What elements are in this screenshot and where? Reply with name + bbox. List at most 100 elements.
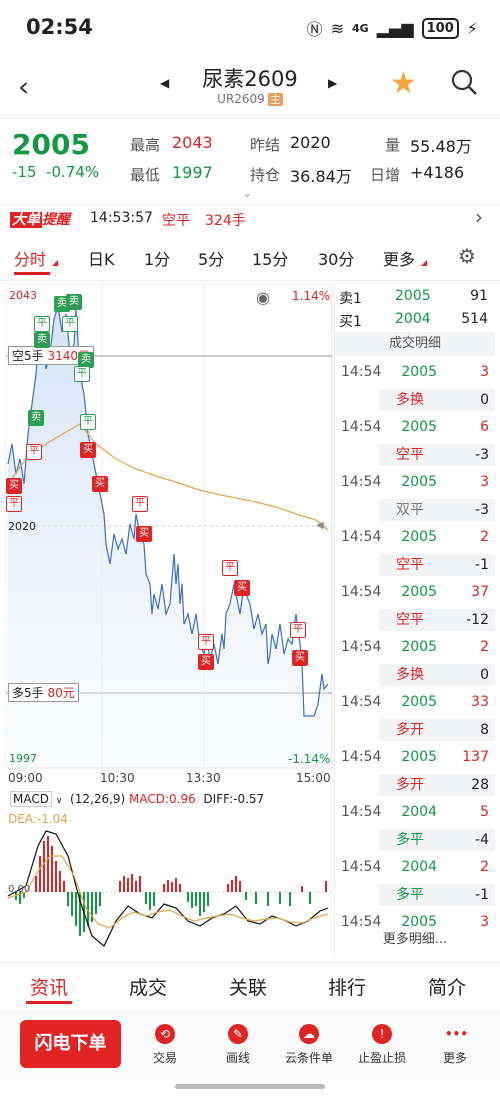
signal-buy[interactable]: 买 <box>136 526 152 542</box>
signal-flat[interactable]: 平 <box>290 622 306 638</box>
trade-row: 14:54 2005 37 空平 -12 <box>335 578 495 633</box>
tab-daily-k[interactable]: 日K <box>88 250 115 269</box>
bottom-tabs: 资讯 成交 关联 排行 简介 <box>0 962 500 1010</box>
trade-row: 14:54 2005 3 多换 0 <box>335 358 495 413</box>
tab-related[interactable]: 关联 <box>229 977 268 999</box>
settings-gear-icon[interactable]: ⚙ <box>458 244 476 268</box>
macd-dropdown-icon[interactable]: ∨ <box>55 796 63 806</box>
back-icon[interactable]: ‹ <box>18 70 30 103</box>
status-icons: Ⓝ ≋ 4G ▂▄▆ 100 ⚡ <box>307 16 478 40</box>
trade-row: 14:54 2004 5 多平 -4 <box>335 798 495 853</box>
ask-volume: 91 <box>470 288 488 304</box>
signal-sell[interactable]: 卖 <box>28 410 44 426</box>
tab-more[interactable]: 更多 <box>383 250 416 269</box>
stop-loss-action[interactable]: ! 止盈止损 <box>347 1024 417 1066</box>
trade-delta: -1 <box>475 887 489 903</box>
flash-order-button[interactable]: 闪电下单 <box>20 1020 121 1068</box>
collapse-arrow-icon[interactable]: ◀ <box>316 520 324 531</box>
tab-30min[interactable]: 30分 <box>318 250 355 269</box>
signal-flat[interactable]: 平 <box>132 496 148 512</box>
trade-volume: 33 <box>471 694 489 710</box>
stop-loss-label: 止盈止损 <box>357 1051 406 1065</box>
trade-action-label: 交易 <box>152 1051 177 1065</box>
trade-volume: 3 <box>480 474 489 490</box>
macd-panel[interactable]: MACD ∨ (12,26,9) MACD:0.96 DIFF:-0.57 DE… <box>6 790 334 960</box>
search-icon[interactable] <box>450 68 477 95</box>
signal-buy[interactable]: 买 <box>234 580 250 596</box>
bid-label: 买1 <box>339 314 362 330</box>
signal-flat[interactable]: 平 <box>80 414 96 430</box>
signal-flat[interactable]: 平 <box>34 316 50 332</box>
contract-name: 尿素2609 <box>202 67 298 91</box>
ask-label: 卖1 <box>339 291 362 307</box>
trade-kind: 空平 <box>396 612 424 628</box>
trade-time: 14:54 <box>341 584 382 600</box>
eye-icon[interactable]: ◉ <box>256 288 270 307</box>
alert-tag-big: 大单 <box>10 212 42 228</box>
trade-delta: -1 <box>475 557 489 573</box>
big-order-alert[interactable]: 大单 提醒 14:53:57 空平 324手 › <box>0 204 500 232</box>
tab-timeshare[interactable]: 分时 <box>14 250 47 269</box>
trade-price: 2005 <box>401 749 437 765</box>
trade-volume: 2 <box>480 639 489 655</box>
trade-price: 2005 <box>401 419 437 435</box>
trades-header[interactable]: 成交明细 <box>335 332 495 356</box>
trades-list[interactable]: 14:54 2005 3 多换 0 14:54 2005 6 空平 -3 14:54 2005 3 双平 -… <box>335 358 495 926</box>
tab-15min[interactable]: 15分 <box>252 250 289 269</box>
favorite-star-icon[interactable]: ★ <box>390 66 417 101</box>
trade-kind-bg <box>379 499 495 521</box>
signal-sell[interactable]: 卖 <box>66 294 82 310</box>
macd-selector[interactable]: MACD <box>10 791 52 807</box>
tab-1min[interactable]: 1分 <box>144 250 171 269</box>
trade-time: 14:54 <box>341 804 382 820</box>
tab-deals[interactable]: 成交 <box>129 977 168 999</box>
signal-buy[interactable]: 买 <box>292 650 308 666</box>
trade-time: 14:54 <box>341 694 382 710</box>
signal-buy[interactable]: 买 <box>6 478 22 494</box>
trade-volume: 5 <box>480 804 489 820</box>
signal-flat[interactable]: 平 <box>6 496 22 512</box>
trade-volume: 6 <box>480 419 489 435</box>
trade-delta: -3 <box>475 502 489 518</box>
next-contract-icon[interactable]: ▶ <box>328 76 338 90</box>
home-indicator[interactable] <box>175 1084 325 1089</box>
signal-flat[interactable]: 平 <box>198 634 214 650</box>
tab-more-dropdown-icon: ◢ <box>421 258 428 267</box>
intraday-chart[interactable]: 2043 1.14% ◉ 2020 1997 -1.14% ◀ 空5手 3140… <box>5 283 334 785</box>
signal-flat[interactable]: 平 <box>222 560 238 576</box>
y-max-pct-label: 1.14% <box>292 289 331 303</box>
draw-line-action[interactable]: ✎ 画线 <box>203 1024 273 1066</box>
high-value: 2043 <box>172 133 213 152</box>
tab-ranking[interactable]: 排行 <box>328 977 367 999</box>
price-change: -15 -0.74% <box>12 163 99 181</box>
nfc-icon: Ⓝ <box>306 20 323 39</box>
trade-time: 14:54 <box>341 364 382 380</box>
tab-5min[interactable]: 5分 <box>198 250 225 269</box>
tab-news[interactable]: 资讯 <box>30 977 69 999</box>
trade-kind-bg <box>379 444 495 466</box>
trade-action[interactable]: ⟲ 交易 <box>130 1024 200 1066</box>
trade-volume: 37 <box>471 584 489 600</box>
signal-buy[interactable]: 买 <box>198 654 214 670</box>
signal-flat[interactable]: 平 <box>62 316 78 332</box>
trade-price: 2005 <box>401 914 437 926</box>
prev-contract-icon[interactable]: ◀ <box>160 76 170 90</box>
cloud-condition-action[interactable]: ☁ 云条件单 <box>274 1024 344 1066</box>
title-bar: ‹ ◀ 尿素2609 UR2609 主 ▶ ★ <box>0 58 500 118</box>
signal-sell[interactable]: 卖 <box>34 332 50 348</box>
more-details-link[interactable]: 更多明细... <box>382 932 448 947</box>
alert-lots: 324手 <box>205 213 246 229</box>
status-time: 02:54 <box>26 15 93 39</box>
signal-buy[interactable]: 买 <box>80 442 96 458</box>
contract-code-line: UR2609 主 <box>0 91 500 107</box>
pen-icon: ✎ <box>228 1024 248 1044</box>
signal-flat[interactable]: 平 <box>26 444 42 460</box>
cloud-icon: ☁ <box>299 1024 319 1044</box>
more-action[interactable]: ••• 更多 <box>420 1024 490 1066</box>
more-dots-icon: ••• <box>445 1027 469 1041</box>
signal-flat[interactable]: 平 <box>74 366 90 382</box>
signal-buy[interactable]: 买 <box>92 476 108 492</box>
expand-chevron-icon[interactable]: ⌄ <box>242 186 253 200</box>
x-label-open: 09:00 <box>8 771 43 785</box>
tab-profile[interactable]: 简介 <box>428 977 467 999</box>
